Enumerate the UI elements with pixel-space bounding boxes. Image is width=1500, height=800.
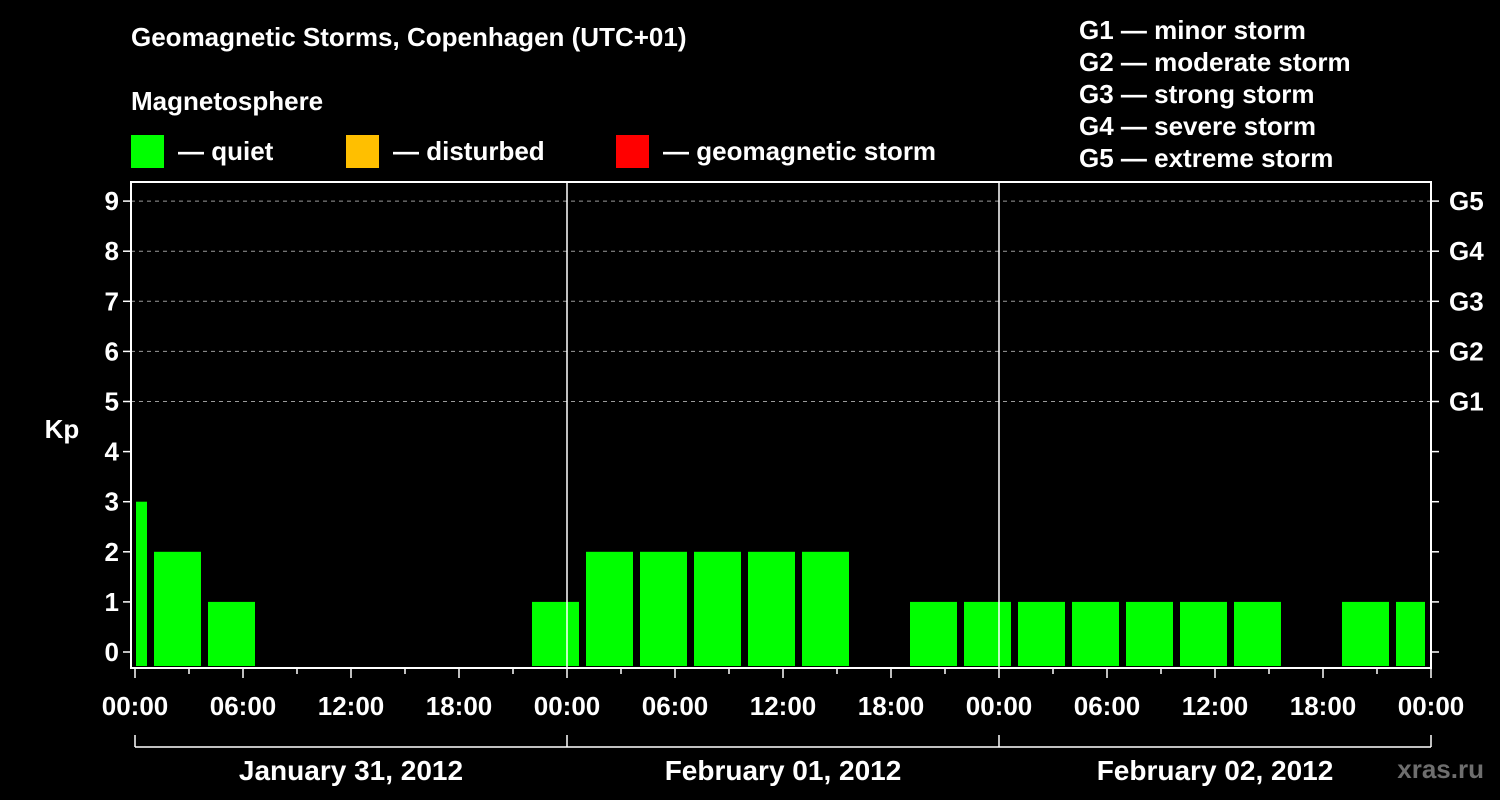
- storm-level-g2: G2 — moderate storm: [1079, 47, 1351, 77]
- y-tick-label: 2: [105, 537, 119, 567]
- kp-bar: [586, 551, 633, 666]
- legend-swatch-storm: [616, 134, 649, 168]
- g-level-label: G4: [1449, 236, 1484, 266]
- x-tick-label: 00:00: [1398, 691, 1465, 721]
- y-tick-label: 6: [105, 336, 119, 366]
- storm-level-legend: G1 — minor storm G2 — moderate storm G3 …: [1079, 14, 1351, 174]
- legend-swatch-quiet: [131, 134, 164, 168]
- kp-bar: [154, 551, 201, 666]
- kp-bar: [1018, 601, 1065, 666]
- y-tick-label: 5: [105, 387, 119, 417]
- day-label: January 31, 2012: [239, 755, 463, 786]
- x-tick-label: 12:00: [1182, 691, 1249, 721]
- y-tick-label: 7: [105, 286, 119, 316]
- kp-bar: [136, 501, 147, 666]
- legend-label-quiet: — quiet: [178, 135, 274, 166]
- kp-bar: [694, 551, 741, 666]
- storm-level-g3: G3 — strong storm: [1079, 79, 1315, 109]
- legend-item-disturbed: — disturbed: [346, 134, 545, 168]
- g-level-label: G5: [1449, 186, 1484, 216]
- kp-bar: [1126, 601, 1173, 666]
- storm-level-g1: G1 — minor storm: [1079, 15, 1306, 45]
- x-tick-label: 06:00: [1074, 691, 1141, 721]
- legend-label-storm: — geomagnetic storm: [663, 135, 937, 166]
- g-level-label: G2: [1449, 336, 1484, 366]
- day-label: February 02, 2012: [1097, 755, 1334, 786]
- y-tick-label: 1: [105, 587, 119, 617]
- x-tick-label: 18:00: [1290, 691, 1357, 721]
- storm-level-g4: G4 — severe storm: [1079, 111, 1317, 141]
- kp-bar: [1072, 601, 1119, 666]
- kp-bar: [1180, 601, 1227, 666]
- g-level-label: G1: [1449, 387, 1484, 417]
- kp-bar: [208, 601, 255, 666]
- legend-item-quiet: — quiet: [131, 134, 273, 168]
- y-tick-label: 3: [105, 487, 119, 517]
- watermark: xras.ru: [1397, 754, 1484, 784]
- kp-bar: [532, 601, 579, 666]
- x-tick-label: 12:00: [750, 691, 817, 721]
- kp-bar: [964, 601, 1011, 666]
- legend-swatch-disturbed: [346, 134, 379, 168]
- kp-bar: [1396, 601, 1425, 666]
- chart-title: Geomagnetic Storms, Copenhagen (UTC+01): [131, 22, 687, 52]
- kp-bar: [748, 551, 795, 666]
- x-tick-label: 18:00: [858, 691, 925, 721]
- plot-frame: [130, 181, 1432, 669]
- kp-bar: [802, 551, 849, 666]
- x-tick-label: 00:00: [534, 691, 601, 721]
- x-tick-label: 06:00: [642, 691, 709, 721]
- legend-heading: Magnetosphere: [131, 86, 324, 116]
- y-tick-label: 9: [105, 186, 119, 216]
- x-tick-label: 00:00: [102, 691, 169, 721]
- kp-bar: [640, 551, 687, 666]
- x-tick-label: 00:00: [966, 691, 1033, 721]
- y-axis-label: Kp: [45, 414, 80, 444]
- legend-item-storm: — geomagnetic storm: [616, 134, 936, 168]
- y-tick-label: 0: [105, 637, 119, 667]
- kp-bar: [1342, 601, 1389, 666]
- x-tick-label: 06:00: [210, 691, 277, 721]
- g-level-label: G3: [1449, 286, 1484, 316]
- x-tick-label: 18:00: [426, 691, 493, 721]
- y-tick-label: 4: [105, 437, 120, 467]
- storm-level-g5: G5 — extreme storm: [1079, 143, 1334, 173]
- x-tick-label: 12:00: [318, 691, 385, 721]
- kp-bar: [1234, 601, 1281, 666]
- legend-label-disturbed: — disturbed: [393, 135, 545, 166]
- y-tick-label: 8: [105, 236, 119, 266]
- day-label: February 01, 2012: [665, 755, 902, 786]
- kp-bar: [910, 601, 957, 666]
